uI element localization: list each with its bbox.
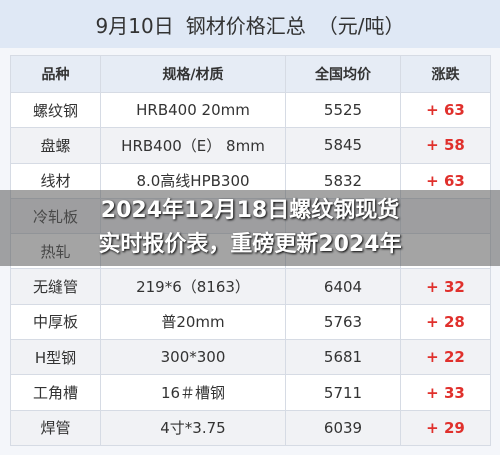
overlay-line: 2024年12月18日螺纹钢现货: [100, 198, 400, 223]
cell-change: + 32: [400, 268, 491, 305]
cell-change: + 58: [400, 127, 491, 164]
cell-spec: HRB400 20mm: [100, 91, 286, 129]
cell-spec: HRB400（E） 8mm: [100, 127, 286, 164]
table-row: 焊管 4寸*3.75 6039 + 29: [10, 409, 491, 446]
cell-price: 5763: [285, 303, 401, 341]
cell-name: 焊管: [10, 409, 101, 446]
table-row: 盘螺 HRB400（E） 8mm 5845 + 58: [10, 127, 491, 164]
cell-name: 工角槽: [10, 374, 101, 411]
table-row: 螺纹钢 HRB400 20mm 5525 + 63: [10, 91, 491, 129]
table-row: 中厚板 普20mm 5763 + 28: [10, 303, 491, 341]
header-row: 品种 规格/材质 全国均价 涨跌: [10, 55, 491, 93]
cell-price: 5711: [285, 374, 401, 411]
cell-price: 5681: [285, 339, 401, 376]
cell-name: 中厚板: [10, 303, 101, 341]
cell-change: + 33: [400, 374, 491, 411]
cell-price: 5525: [285, 91, 401, 129]
cell-price: 5845: [285, 127, 401, 164]
cell-name: H型钢: [10, 339, 101, 376]
title: 钢材价格汇总: [185, 13, 306, 38]
cell-change: + 29: [400, 409, 491, 446]
overlay-banner: 2024年12月18日螺纹钢现货 实时报价表，重磅更新2024年: [0, 190, 500, 266]
cell-spec: 300*300: [100, 339, 286, 376]
cell-name: 无缝管: [10, 268, 101, 305]
cell-spec: 普20mm: [100, 303, 286, 341]
overlay-line: 实时报价表，重磅更新2024年: [98, 232, 402, 257]
date: 9月10日: [95, 13, 174, 38]
cell-price: 6404: [285, 268, 401, 305]
cell-name: 盘螺: [10, 127, 101, 164]
table-row: H型钢 300*300 5681 + 22: [10, 339, 491, 376]
cell-spec: 219*6（8163）: [100, 268, 286, 305]
cell-price: 6039: [285, 409, 401, 446]
cell-name: 螺纹钢: [10, 91, 101, 129]
title-bar: 9月10日 钢材价格汇总 （元/吨）: [0, 0, 500, 48]
column-header: 品种: [10, 55, 101, 93]
column-header: 全国均价: [285, 55, 401, 93]
cell-change: + 28: [400, 303, 491, 341]
table-row: 无缝管 219*6（8163） 6404 + 32: [10, 268, 491, 305]
table-row: 工角槽 16＃槽钢 5711 + 33: [10, 374, 491, 411]
cell-spec: 16＃槽钢: [100, 374, 286, 411]
column-header: 规格/材质: [100, 55, 286, 93]
cell-spec: 4寸*3.75: [100, 409, 286, 446]
unit: （元/吨）: [317, 13, 405, 38]
cell-change: + 63: [400, 91, 491, 129]
cell-change: + 22: [400, 339, 491, 376]
column-header: 涨跌: [400, 55, 491, 93]
